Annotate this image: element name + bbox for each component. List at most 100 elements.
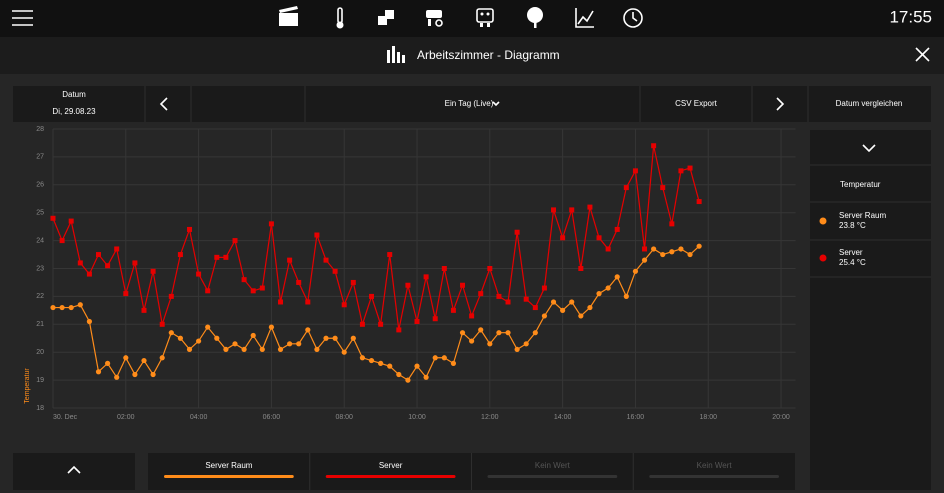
point [405, 377, 411, 383]
y-tick-label: 21 [36, 321, 44, 328]
point [186, 346, 193, 353]
menu-button[interactable] [12, 10, 33, 26]
point [505, 299, 511, 305]
point [86, 318, 93, 325]
point [159, 321, 165, 327]
point [123, 291, 129, 297]
x-tick-label: 02:00 [117, 414, 135, 421]
point [350, 279, 356, 285]
point [232, 341, 238, 347]
expand-button[interactable] [13, 453, 135, 490]
point [350, 335, 356, 341]
y-tick-label: 20 [36, 349, 44, 356]
point [359, 321, 365, 327]
tab-underline [325, 475, 456, 478]
point [441, 266, 447, 271]
point [642, 246, 648, 252]
point [296, 341, 302, 347]
tab-label[interactable]: Server Raum [205, 461, 252, 470]
point [414, 363, 420, 369]
point [114, 246, 120, 252]
csv-export[interactable]: CSV Export [675, 99, 718, 108]
point [696, 199, 702, 205]
compare-button[interactable]: Datum vergleichen [836, 99, 903, 108]
point [59, 304, 65, 311]
point [205, 288, 211, 294]
legend-value: 25.4 °C [839, 258, 866, 267]
point [150, 371, 156, 378]
nav-icon-climate[interactable] [336, 7, 344, 29]
point [277, 346, 284, 353]
point [569, 299, 575, 305]
point [605, 285, 611, 291]
point [187, 226, 193, 232]
point [432, 316, 438, 322]
point [514, 229, 520, 235]
point [196, 271, 202, 277]
point [469, 313, 475, 319]
y-tick-label: 26 [36, 182, 44, 189]
tab-label[interactable]: Server [379, 461, 403, 470]
x-tick-label: 04:00 [190, 414, 208, 421]
point [205, 324, 211, 330]
point [514, 346, 520, 353]
sidebar [810, 130, 931, 490]
nav-icon-shading[interactable] [378, 10, 394, 25]
close-button[interactable] [915, 47, 930, 62]
point [77, 260, 83, 266]
prev-button[interactable] [159, 97, 168, 111]
point [614, 274, 620, 280]
point [105, 360, 111, 366]
point [68, 218, 74, 224]
point [596, 291, 602, 297]
page-title: Arbeitszimmer - Diagramm [417, 48, 560, 62]
tab-label[interactable]: Kein Wert [697, 461, 733, 470]
point [623, 185, 629, 191]
point [305, 327, 311, 333]
series-line [52, 145, 700, 330]
legend-dot [819, 217, 827, 225]
point [68, 304, 74, 311]
point [405, 282, 411, 288]
point [651, 143, 657, 149]
point [496, 330, 502, 336]
nav-icon-devices[interactable] [476, 8, 494, 27]
series-line [53, 245, 700, 381]
y-axis-label: Temperatur [24, 368, 31, 404]
nav-icon-clock[interactable] [623, 8, 643, 28]
point [469, 338, 475, 344]
title-icon [387, 46, 405, 63]
nav-icon-scenes[interactable] [279, 6, 298, 26]
point [487, 341, 493, 347]
expand-chevron [67, 465, 81, 474]
nav-icon-security[interactable] [426, 10, 443, 27]
nav-icon-charts[interactable] [575, 8, 594, 28]
x-tick-label: 06:00 [263, 414, 281, 421]
x-tick-label: 12:00 [481, 414, 499, 421]
date-value[interactable]: Di, 29.08.23 [52, 107, 96, 116]
point [523, 296, 529, 302]
point [296, 279, 302, 285]
point [641, 257, 648, 263]
x-tick-label: 20:00 [772, 414, 790, 421]
legend-dot [819, 254, 827, 262]
point [432, 355, 438, 361]
nav-icon-garden[interactable] [527, 7, 543, 28]
point [441, 355, 447, 361]
point [459, 330, 466, 336]
point [523, 341, 529, 347]
point [569, 207, 575, 213]
tab-label[interactable]: Kein Wert [535, 461, 571, 470]
point [587, 304, 593, 311]
next-button[interactable] [776, 97, 785, 111]
range-select[interactable]: Ein Tag (Live) [445, 99, 494, 108]
collapse-button[interactable] [862, 144, 876, 153]
point [232, 238, 238, 244]
point [560, 307, 566, 313]
x-tick-label: 16:00 [627, 414, 645, 421]
point [287, 341, 293, 347]
point [478, 291, 484, 297]
